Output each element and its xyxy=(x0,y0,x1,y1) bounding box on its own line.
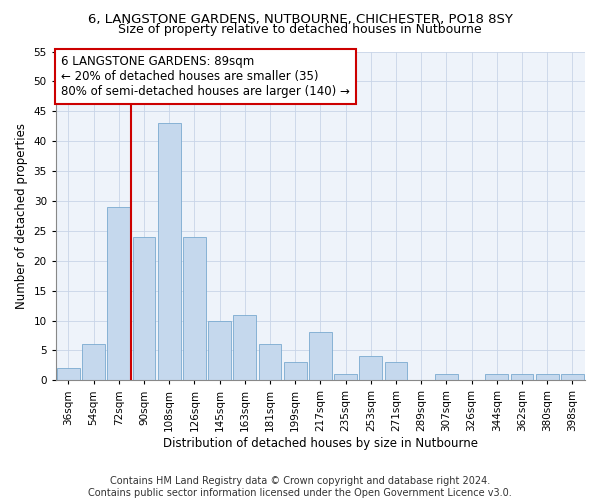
Text: 6, LANGSTONE GARDENS, NUTBOURNE, CHICHESTER, PO18 8SY: 6, LANGSTONE GARDENS, NUTBOURNE, CHICHES… xyxy=(88,12,512,26)
Bar xyxy=(183,237,206,380)
Text: Size of property relative to detached houses in Nutbourne: Size of property relative to detached ho… xyxy=(118,22,482,36)
Bar xyxy=(536,374,559,380)
X-axis label: Distribution of detached houses by size in Nutbourne: Distribution of detached houses by size … xyxy=(163,437,478,450)
Bar xyxy=(334,374,357,380)
Bar xyxy=(259,344,281,380)
Bar xyxy=(284,362,307,380)
Y-axis label: Number of detached properties: Number of detached properties xyxy=(15,123,28,309)
Bar xyxy=(561,374,584,380)
Text: 6 LANGSTONE GARDENS: 89sqm
← 20% of detached houses are smaller (35)
80% of semi: 6 LANGSTONE GARDENS: 89sqm ← 20% of deta… xyxy=(61,55,350,98)
Bar xyxy=(133,237,155,380)
Text: Contains HM Land Registry data © Crown copyright and database right 2024.
Contai: Contains HM Land Registry data © Crown c… xyxy=(88,476,512,498)
Bar xyxy=(435,374,458,380)
Bar xyxy=(82,344,105,380)
Bar xyxy=(233,314,256,380)
Bar xyxy=(385,362,407,380)
Bar xyxy=(57,368,80,380)
Bar xyxy=(359,356,382,380)
Bar xyxy=(485,374,508,380)
Bar xyxy=(511,374,533,380)
Bar xyxy=(309,332,332,380)
Bar xyxy=(208,320,231,380)
Bar xyxy=(107,207,130,380)
Bar xyxy=(158,123,181,380)
